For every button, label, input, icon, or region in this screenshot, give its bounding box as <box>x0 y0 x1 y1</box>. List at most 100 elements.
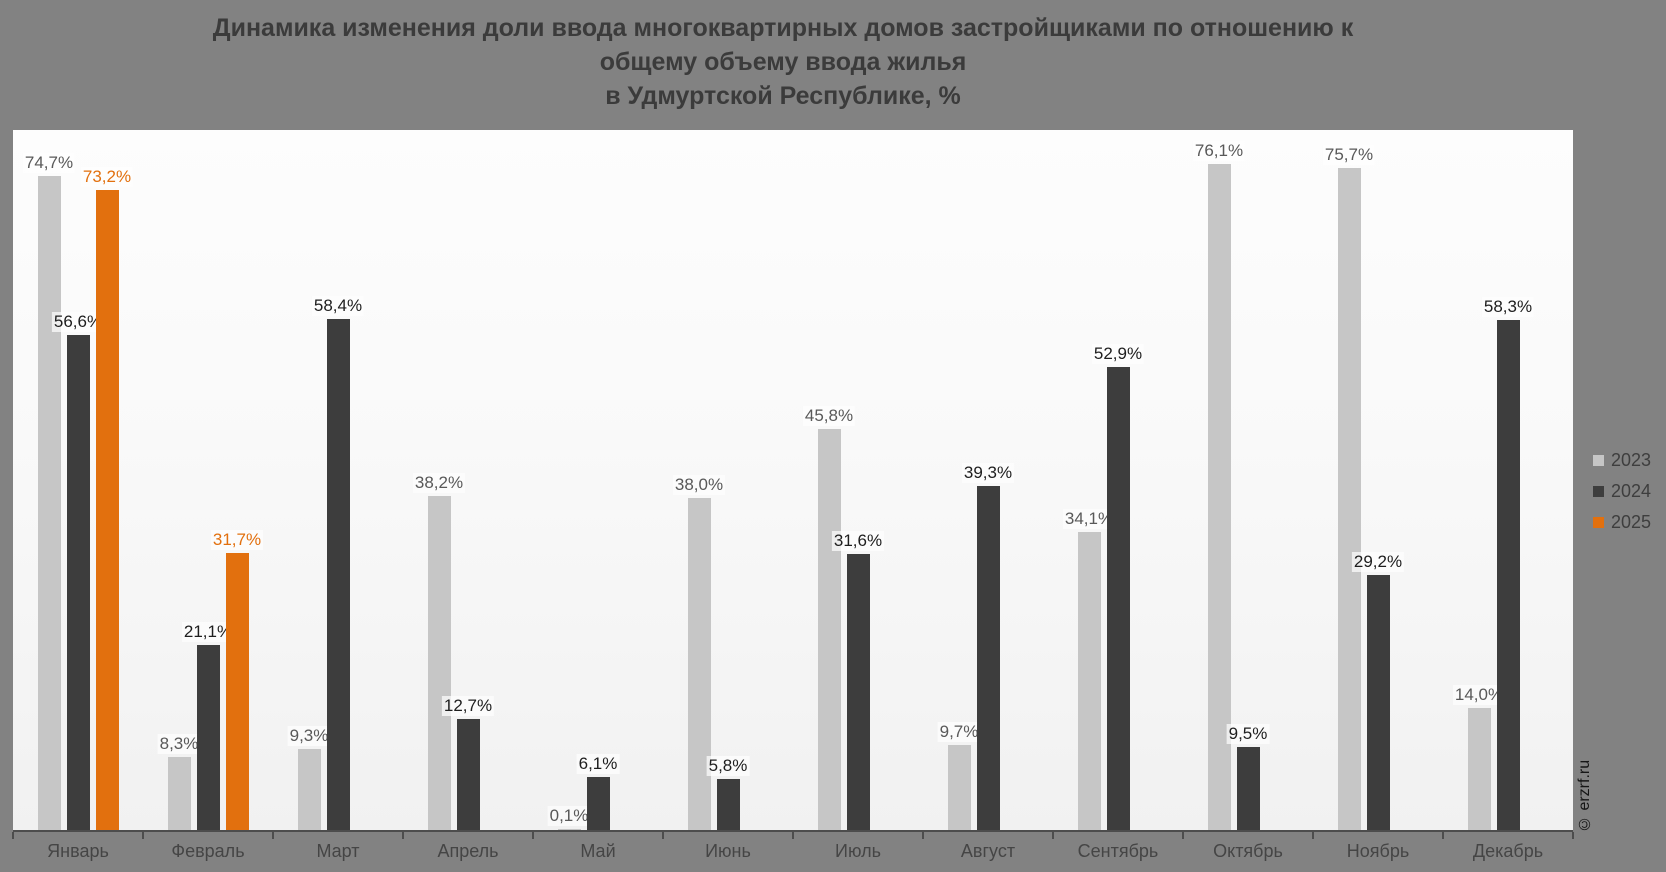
axis-tick <box>12 832 14 839</box>
legend-item-2025: 2025 <box>1593 511 1651 533</box>
x-axis-labels: Январь Февраль Март Апрель Май Июнь Июль Август… <box>13 841 1573 862</box>
bar-value-label-2023-апрель: 38,2% <box>412 472 466 493</box>
axis-tick <box>662 832 664 839</box>
bar-slot <box>1006 130 1029 830</box>
x-axis-label-март: Март <box>316 841 360 861</box>
x-axis-label-июль: Июль <box>835 841 881 861</box>
bar-slot <box>616 130 639 830</box>
bar-value-label-2024-февраль: 21,1% <box>181 622 235 643</box>
bar-slot: 9,7% <box>937 130 981 830</box>
axis-tick <box>1052 832 1054 839</box>
bar-2023-ноябрь <box>1337 167 1361 830</box>
x-axis-label-апрель: Апрель <box>437 841 499 861</box>
axis-tick <box>1312 832 1314 839</box>
plot-area: 74,7% 56,6% 73,2% 8,3% 21,1% 31,7% 9,3% 58,4% 38… <box>13 130 1573 832</box>
bar-2023-май <box>557 829 581 830</box>
bar-2023-июнь <box>687 497 711 830</box>
x-axis-label-январь: Январь <box>47 841 109 861</box>
bar-group-декабрь: 14,0% 58,3% <box>1443 130 1573 830</box>
bar-slot <box>1526 130 1549 830</box>
bar-value-label-2023-февраль: 8,3% <box>157 734 201 755</box>
bar-slot <box>1396 130 1419 830</box>
x-axis-label-октябрь: Октябрь <box>1213 841 1283 861</box>
bar-slot: 21,1% <box>181 130 235 830</box>
bar-2023-апрель <box>427 495 451 830</box>
bar-group-март: 9,3% 58,4% <box>273 130 403 830</box>
bar-2024-июль <box>846 553 870 830</box>
axis-tick <box>402 832 404 839</box>
bar-group-январь: 74,7% 56,6% 73,2% <box>13 130 143 830</box>
x-axis-label-май: Май <box>580 841 616 861</box>
axis-tick <box>792 832 794 839</box>
bar-slot: 14,0% <box>1452 130 1506 830</box>
bar-value-label-2023-декабрь: 14,0% <box>1452 684 1506 705</box>
bar-2024-январь <box>66 334 90 830</box>
bar-2025-февраль <box>225 552 249 830</box>
bar-slot <box>486 130 509 830</box>
bar-2023-сентябрь <box>1077 531 1101 830</box>
legend-swatch-icon <box>1593 485 1604 497</box>
bar-value-label-2024-ноябрь: 29,2% <box>1351 551 1405 572</box>
bar-group-октябрь: 76,1% 9,5% <box>1183 130 1313 830</box>
bar-2024-апрель <box>456 718 480 830</box>
watermark: © erzrf.ru <box>1576 759 1593 832</box>
bar-slot: 38,0% <box>672 130 726 830</box>
bar-slot: 29,2% <box>1351 130 1405 830</box>
bar-2023-январь <box>37 176 61 830</box>
bar-slot: 38,2% <box>412 130 466 830</box>
bar-slot: 58,3% <box>1481 130 1535 830</box>
bar-slot: 74,7% <box>22 130 76 830</box>
bar-value-label-2024-июль: 31,6% <box>831 530 885 551</box>
bar-value-label-2024-сентябрь: 52,9% <box>1091 344 1145 365</box>
bar-slot: 73,2% <box>80 130 134 830</box>
bar-value-label-2024-декабрь: 58,3% <box>1481 296 1535 317</box>
bar-slot: 8,3% <box>157 130 201 830</box>
x-axis-label-сентябрь: Сентябрь <box>1077 841 1159 861</box>
bar-value-label-2025-январь: 73,2% <box>80 166 134 187</box>
legend-label: 2023 <box>1611 449 1652 470</box>
bar-2024-декабрь <box>1496 319 1520 830</box>
bar-slot <box>1136 130 1159 830</box>
bar-value-label-2024-май: 6,1% <box>576 753 620 774</box>
bar-2023-июль <box>817 429 841 830</box>
bar-2024-май <box>586 776 610 830</box>
legend-swatch-icon <box>1593 516 1604 528</box>
bar-value-label-2024-июнь: 5,8% <box>706 756 750 777</box>
bar-value-label-2025-февраль: 31,7% <box>210 529 264 550</box>
bar-2024-октябрь <box>1236 746 1260 830</box>
axis-tick <box>1572 832 1574 839</box>
bar-slot: 39,3% <box>961 130 1015 830</box>
legend-item-2024: 2024 <box>1593 480 1651 502</box>
bar-group-июль: 45,8% 31,6% <box>793 130 923 830</box>
bar-value-label-2023-июнь: 38,0% <box>672 474 726 495</box>
x-axis-label-февраль: Февраль <box>171 841 245 861</box>
bar-slot: 75,7% <box>1322 130 1376 830</box>
bar-2024-март <box>326 319 350 830</box>
bar-slot: 5,8% <box>706 130 750 830</box>
bar-value-label-2023-октябрь: 76,1% <box>1192 141 1246 162</box>
bar-value-label-2023-май: 0,1% <box>547 806 591 826</box>
bar-group-май: 0,1% 6,1% <box>533 130 663 830</box>
x-axis-label-июнь: Июнь <box>705 841 751 861</box>
legend-label: 2024 <box>1611 480 1652 501</box>
bar-group-август: 9,7% 39,3% <box>923 130 1053 830</box>
x-axis-label-декабрь: Декабрь <box>1472 841 1544 861</box>
bar-slot: 9,5% <box>1226 130 1270 830</box>
bar-slot: 34,1% <box>1062 130 1116 830</box>
legend-label: 2025 <box>1611 511 1652 532</box>
bar-2023-октябрь <box>1207 164 1231 830</box>
axis-tick <box>532 832 534 839</box>
bar-group-июнь: 38,0% 5,8% <box>663 130 793 830</box>
bar-group-сентябрь: 34,1% 52,9% <box>1053 130 1183 830</box>
bar-slot <box>356 130 379 830</box>
bar-value-label-2023-январь: 74,7% <box>22 153 76 174</box>
bar-2024-август <box>976 486 1000 830</box>
bar-value-label-2024-март: 58,4% <box>311 296 365 316</box>
bar-value-label-2024-август: 39,3% <box>961 463 1015 484</box>
bar-value-label-2023-март: 9,3% <box>287 725 331 746</box>
legend: 2023 2024 2025 <box>1593 449 1651 542</box>
bar-slot: 31,6% <box>831 130 885 830</box>
x-axis-label-август: Август <box>960 841 1016 861</box>
bar-2024-сентябрь <box>1106 367 1130 830</box>
